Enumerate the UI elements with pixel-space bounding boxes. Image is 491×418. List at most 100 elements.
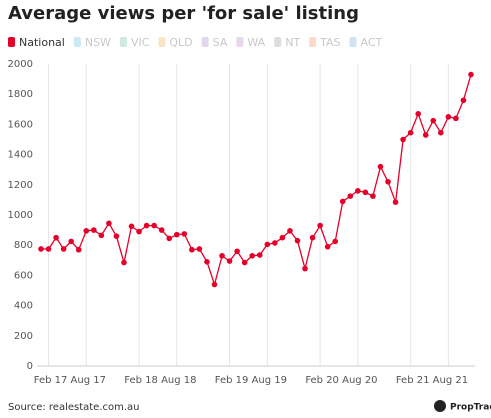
point xyxy=(468,71,474,78)
point xyxy=(121,259,127,266)
point xyxy=(98,232,105,239)
legend-swatch xyxy=(309,37,317,47)
legend-swatch xyxy=(158,37,166,47)
point xyxy=(317,222,323,229)
legend-label: TAS xyxy=(319,36,340,49)
y-tick-label: 600 xyxy=(14,270,33,281)
legend-swatch xyxy=(8,37,15,47)
point xyxy=(211,281,218,288)
legend-label: ACT xyxy=(361,36,383,49)
x-tick-label: Aug 19 xyxy=(252,375,287,386)
point xyxy=(272,240,278,246)
point xyxy=(173,231,180,238)
source: Source: realestate.com.au xyxy=(8,402,140,413)
logo: PropTrack xyxy=(450,403,491,413)
point xyxy=(166,235,173,242)
point xyxy=(400,136,406,143)
legend-label: National xyxy=(19,36,65,49)
point xyxy=(151,222,157,229)
point xyxy=(294,237,301,244)
point xyxy=(430,117,437,124)
x-tick-label: Aug 17 xyxy=(71,375,106,386)
y-tick-label: 2000 xyxy=(8,59,33,70)
x-tick-label: Aug 21 xyxy=(433,375,468,386)
x-tick-label: Feb 19 xyxy=(215,375,249,386)
y-tick-label: 1400 xyxy=(8,150,33,161)
point xyxy=(392,199,399,205)
x-tick-label: Feb 18 xyxy=(124,375,158,386)
legend-label: VIC xyxy=(131,36,150,49)
point xyxy=(279,234,286,241)
legend-label: QLD xyxy=(169,36,192,49)
point xyxy=(324,243,331,250)
point xyxy=(91,227,97,233)
point xyxy=(332,238,339,245)
legend-label: SA xyxy=(213,36,228,49)
point xyxy=(249,252,256,259)
y-tick-label: 1600 xyxy=(8,119,33,130)
legend-swatch xyxy=(236,37,244,47)
point xyxy=(106,220,112,227)
y-tick-label: 0 xyxy=(27,361,33,372)
point xyxy=(407,129,414,136)
x-tick-label: Feb 20 xyxy=(305,375,339,386)
point xyxy=(415,111,421,117)
logo-icon xyxy=(434,400,446,412)
point xyxy=(234,248,240,255)
point xyxy=(204,259,210,265)
x-tick-label: Aug 18 xyxy=(161,375,196,386)
point xyxy=(453,115,459,122)
point xyxy=(355,188,361,194)
x-tick-label: Feb 17 xyxy=(34,375,68,386)
legend-swatch xyxy=(73,37,81,47)
legend-label: NT xyxy=(285,36,300,49)
point xyxy=(377,163,384,170)
legend-swatch xyxy=(349,37,357,47)
point xyxy=(189,246,195,253)
point xyxy=(362,189,369,196)
legend-swatch xyxy=(274,37,282,47)
legend-label: WA xyxy=(247,36,265,49)
point xyxy=(83,228,90,234)
point xyxy=(53,234,59,241)
point xyxy=(309,234,316,241)
point xyxy=(347,193,354,199)
y-tick-label: 400 xyxy=(14,301,33,312)
point xyxy=(302,265,308,272)
line xyxy=(41,74,472,287)
y-tick-label: 1000 xyxy=(8,210,33,221)
point xyxy=(422,132,429,138)
point xyxy=(136,228,142,235)
point xyxy=(287,228,293,234)
point xyxy=(219,252,225,259)
point xyxy=(113,233,120,239)
legend-swatch xyxy=(201,37,209,47)
point xyxy=(264,241,271,248)
point xyxy=(385,178,391,185)
point xyxy=(339,198,346,205)
point xyxy=(181,231,188,237)
y-tick-label: 800 xyxy=(14,240,33,251)
point xyxy=(241,259,248,266)
point xyxy=(445,114,452,120)
y-tick-label: 1800 xyxy=(8,89,33,100)
chart-title: Average views per 'for sale' listing xyxy=(8,3,359,24)
point xyxy=(438,129,444,136)
point xyxy=(226,258,233,264)
point xyxy=(158,227,165,233)
point xyxy=(75,246,82,253)
point xyxy=(128,223,135,230)
point xyxy=(60,246,67,252)
y-tick-label: 200 xyxy=(14,331,33,342)
legend-label: NSW xyxy=(85,36,111,49)
point xyxy=(45,246,52,252)
x-tick-label: Aug 20 xyxy=(342,375,377,386)
point xyxy=(143,222,150,229)
point xyxy=(38,246,44,252)
x-tick-label: Feb 21 xyxy=(396,375,430,386)
point xyxy=(460,97,467,104)
point xyxy=(68,238,74,245)
y-tick-label: 1200 xyxy=(8,180,33,191)
point xyxy=(256,252,263,258)
